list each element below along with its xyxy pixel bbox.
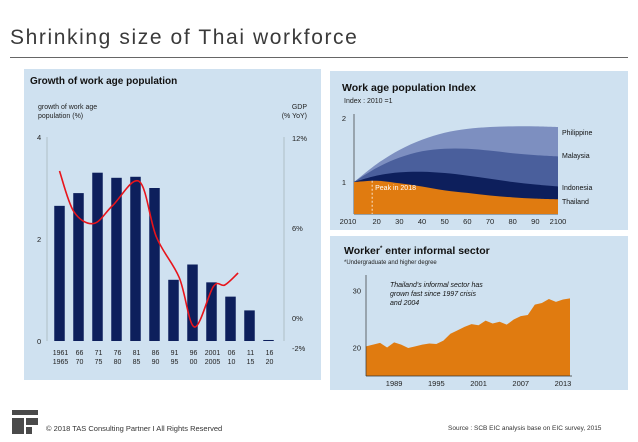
index-x-tick-label: 30 <box>395 217 403 226</box>
y2-tick-label: 12% <box>292 134 307 143</box>
index-x-tick-label: 2100 <box>550 217 567 226</box>
y-tick-label: 4 <box>37 133 41 142</box>
index-legend-philippine: Philippine <box>562 130 592 137</box>
index-legend-malaysia: Malaysia <box>562 153 590 160</box>
informal-y-tick-label: 20 <box>353 343 361 352</box>
peak-annotation: Peak in 2018 <box>375 185 416 192</box>
informal-title: Worker <box>344 245 380 257</box>
informal-x-tick-label: 2007 <box>512 379 529 388</box>
index-area-thailand <box>354 180 558 214</box>
x-tick-label-top: 86 <box>152 350 160 357</box>
index-y-tick-label: 2 <box>342 114 346 123</box>
informal-y-tick-label: 30 <box>353 286 361 295</box>
gdp-line <box>58 170 239 328</box>
growth-bar <box>130 176 141 341</box>
x-tick-label-top: 06 <box>228 350 236 357</box>
growth-bar <box>244 310 255 341</box>
x-tick-label-bottom: 80 <box>114 359 122 366</box>
growth-bar <box>225 296 236 341</box>
y2-tick-label: -2% <box>292 344 306 353</box>
growth-y2label: GDP <box>292 104 308 111</box>
index-x-tick-label: 90 <box>531 217 539 226</box>
growth-bar <box>54 205 65 341</box>
growth-bar <box>149 188 160 341</box>
index-title: Work age population Index <box>342 82 476 94</box>
index-chart: Work age population Index Index : 2010 =… <box>340 82 593 226</box>
page-title: Shrinking size of Thai workforce <box>10 26 359 49</box>
x-tick-label-bottom: 1965 <box>53 359 69 366</box>
x-tick-label-top: 81 <box>133 350 141 357</box>
index-subtitle: Index : 2010 =1 <box>344 98 393 105</box>
informal-note: *Undergraduate and higher degree <box>344 260 437 266</box>
x-tick-label-top: 91 <box>171 350 179 357</box>
index-x-tick-label: 80 <box>508 217 516 226</box>
x-tick-label-bottom: 10 <box>228 359 236 366</box>
informal-title-group: Worker* enter informal sector <box>344 245 490 257</box>
x-tick-label-bottom: 75 <box>95 359 103 366</box>
x-tick-label-bottom: 00 <box>190 359 198 366</box>
growth-bar <box>263 339 274 341</box>
copyright-text: © 2018 TAS Consulting Partner I All Righ… <box>46 424 223 433</box>
y2-tick-label: 0% <box>292 314 303 323</box>
x-tick-label-bottom: 85 <box>133 359 141 366</box>
y2-tick-label: 6% <box>292 224 303 233</box>
x-tick-label-top: 76 <box>114 350 122 357</box>
x-tick-label-bottom: 15 <box>247 359 255 366</box>
x-tick-label-top: 16 <box>266 350 274 357</box>
growth-chart: Growth of work age population growth of … <box>30 76 308 366</box>
informal-annotation-line: and 2004 <box>390 300 419 307</box>
x-tick-label-bottom: 95 <box>171 359 179 366</box>
growth-bar <box>111 177 122 341</box>
company-logo <box>12 410 38 434</box>
x-tick-label-top: 1961 <box>53 350 69 357</box>
x-tick-label-top: 11 <box>247 350 254 357</box>
growth-bar <box>73 193 84 341</box>
informal-x-tick-label: 2001 <box>470 379 487 388</box>
index-legend-indonesia: Indonesia <box>562 185 592 192</box>
x-tick-label-bottom: 2005 <box>205 359 221 366</box>
index-x-tick-label: 2010 <box>340 217 357 226</box>
informal-chart: Worker* enter informal sector *Undergrad… <box>344 245 572 388</box>
growth-bar <box>187 264 198 341</box>
source-text: Source : SCB EIC analysis base on EIC su… <box>448 425 602 432</box>
x-tick-label-bottom: 20 <box>266 359 274 366</box>
y-tick-label: 0 <box>37 337 41 346</box>
informal-annotation-line: grown fast since 1997 crisis <box>390 291 476 298</box>
x-tick-label-bottom: 90 <box>152 359 160 366</box>
index-x-tick-label: 20 <box>372 217 380 226</box>
growth-bar <box>206 282 217 341</box>
informal-x-tick-label: 2013 <box>555 379 572 388</box>
growth-panel: Growth of work age population growth of … <box>24 69 321 380</box>
growth-ylabel-line2: population (%) <box>38 113 83 120</box>
x-tick-label-top: 66 <box>76 350 84 357</box>
index-x-tick-label: 50 <box>440 217 448 226</box>
index-legend-thailand: Thailand <box>562 199 589 206</box>
x-tick-label-top: 96 <box>190 350 198 357</box>
x-tick-label-top: 71 <box>95 350 103 357</box>
index-x-tick-label: 40 <box>418 217 426 226</box>
index-x-tick-label: 70 <box>486 217 494 226</box>
informal-x-tick-label: 1995 <box>428 379 445 388</box>
index-y-tick-label: 1 <box>342 178 346 187</box>
index-panel: Work age population Index Index : 2010 =… <box>330 71 628 230</box>
index-x-tick-label: 60 <box>463 217 471 226</box>
y-tick-label: 2 <box>37 235 41 244</box>
x-tick-label-top: 2001 <box>205 350 221 357</box>
growth-bar <box>168 279 179 341</box>
informal-title-rest: enter informal sector <box>382 245 489 257</box>
growth-y2label-line2: (% YoY) <box>282 113 307 120</box>
informal-title-sup: * <box>380 246 383 252</box>
informal-x-tick-label: 1989 <box>386 379 403 388</box>
informal-panel: Worker* enter informal sector *Undergrad… <box>330 236 628 390</box>
growth-title: Growth of work age population <box>30 76 177 87</box>
title-divider <box>10 57 628 58</box>
x-tick-label-bottom: 70 <box>76 359 84 366</box>
growth-bar <box>92 172 103 341</box>
informal-annotation-line: Thailand's informal sector has <box>390 282 483 289</box>
informal-area <box>366 298 570 376</box>
growth-ylabel: growth of work age <box>38 104 97 111</box>
